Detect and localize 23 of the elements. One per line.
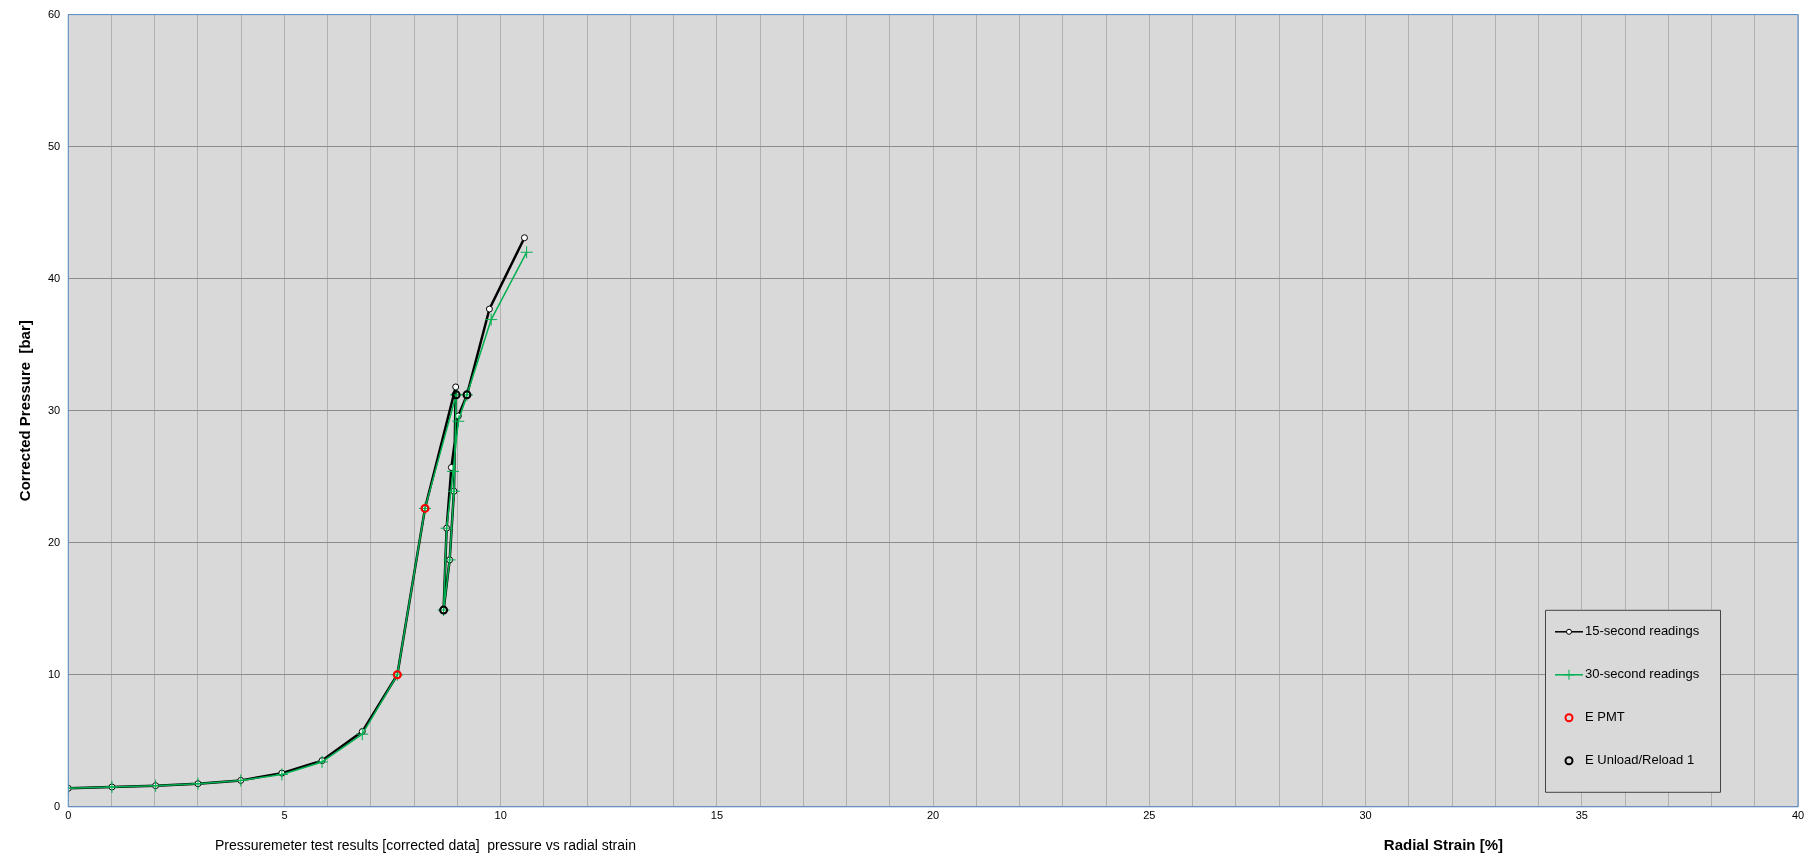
y-tick-label: 50 [47,139,61,152]
x-tick-label: 15 [710,809,724,822]
legend-label: E Unload/Reload 1 [1585,752,1695,768]
y-tick-label: 0 [54,799,61,812]
legend-label: 15-second readings [1585,623,1700,639]
x-tick-label: 35 [1575,809,1588,822]
x-tick-label: 10 [494,809,507,822]
y-tick-label: 30 [47,403,61,416]
legend-label: 30-second readings [1585,666,1700,682]
y-tick-label: 10 [47,667,61,680]
x-tick-label: 0 [65,809,72,822]
x-tick-label: 5 [281,809,288,822]
y-tick-label: 60 [47,7,61,20]
x-axis-title: Radial Strain [%] [1383,836,1503,853]
x-tick-label: 40 [1791,809,1805,822]
y-axis-title: Corrected Pressure [bar] [16,320,34,502]
text: Pressuremeter test results [corrected data] pressure vs radial strain [215,837,636,853]
legend-label: E PMT [1585,709,1625,725]
x-tick-label: 20 [926,809,940,822]
x-tick-label: 25 [1143,809,1156,822]
x-tick-label: 30 [1359,809,1372,822]
y-tick-label: 40 [47,271,61,284]
y-tick-label: 20 [47,535,61,548]
